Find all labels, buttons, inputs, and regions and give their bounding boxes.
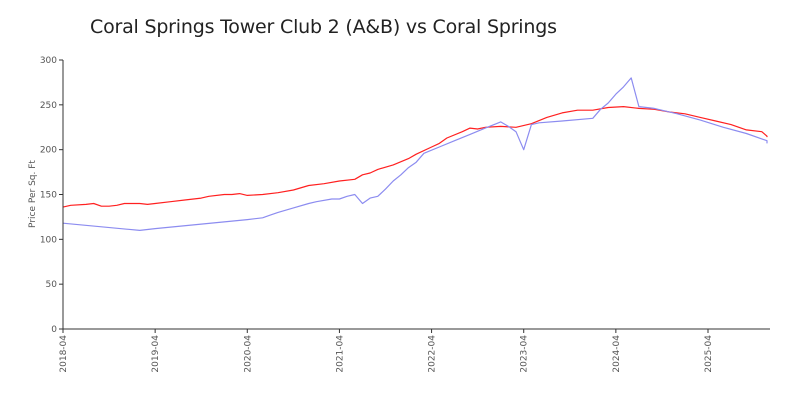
- x-tick-label: 2021-04: [335, 335, 345, 373]
- series-line-red: [62, 105, 768, 208]
- x-tick-label: 2019-04: [151, 335, 161, 373]
- series-layer: [62, 77, 768, 231]
- series-line-blue: [62, 77, 768, 231]
- x-tick-label: 2024-04: [612, 335, 622, 373]
- y-tick-label: 250: [40, 101, 57, 111]
- x-tick-label: 2018-04: [59, 335, 69, 373]
- y-tick-label: 150: [40, 191, 57, 201]
- x-tick-label: 2022-04: [428, 335, 438, 373]
- x-tick-label: 2023-04: [520, 335, 530, 373]
- y-tick-label: 300: [40, 56, 57, 66]
- y-tick-label: 200: [40, 146, 57, 156]
- y-axis-ticks: 0 50 100 150 200 250 300: [40, 56, 63, 335]
- x-tick-label: 2025-04: [704, 335, 714, 373]
- x-axis-ticks: 2018-04 2019-04 2020-04 2021-04 2022-04 2023-…: [59, 329, 714, 373]
- y-tick-label: 50: [46, 280, 58, 290]
- chart-title: Coral Springs Tower Club 2 (A&B) vs Cora…: [90, 16, 557, 38]
- y-tick-label: 100: [40, 235, 57, 245]
- y-tick-label: 0: [51, 325, 57, 335]
- x-tick-label: 2020-04: [243, 335, 253, 373]
- y-axis-title: Price Per Sq. Ft: [28, 160, 38, 228]
